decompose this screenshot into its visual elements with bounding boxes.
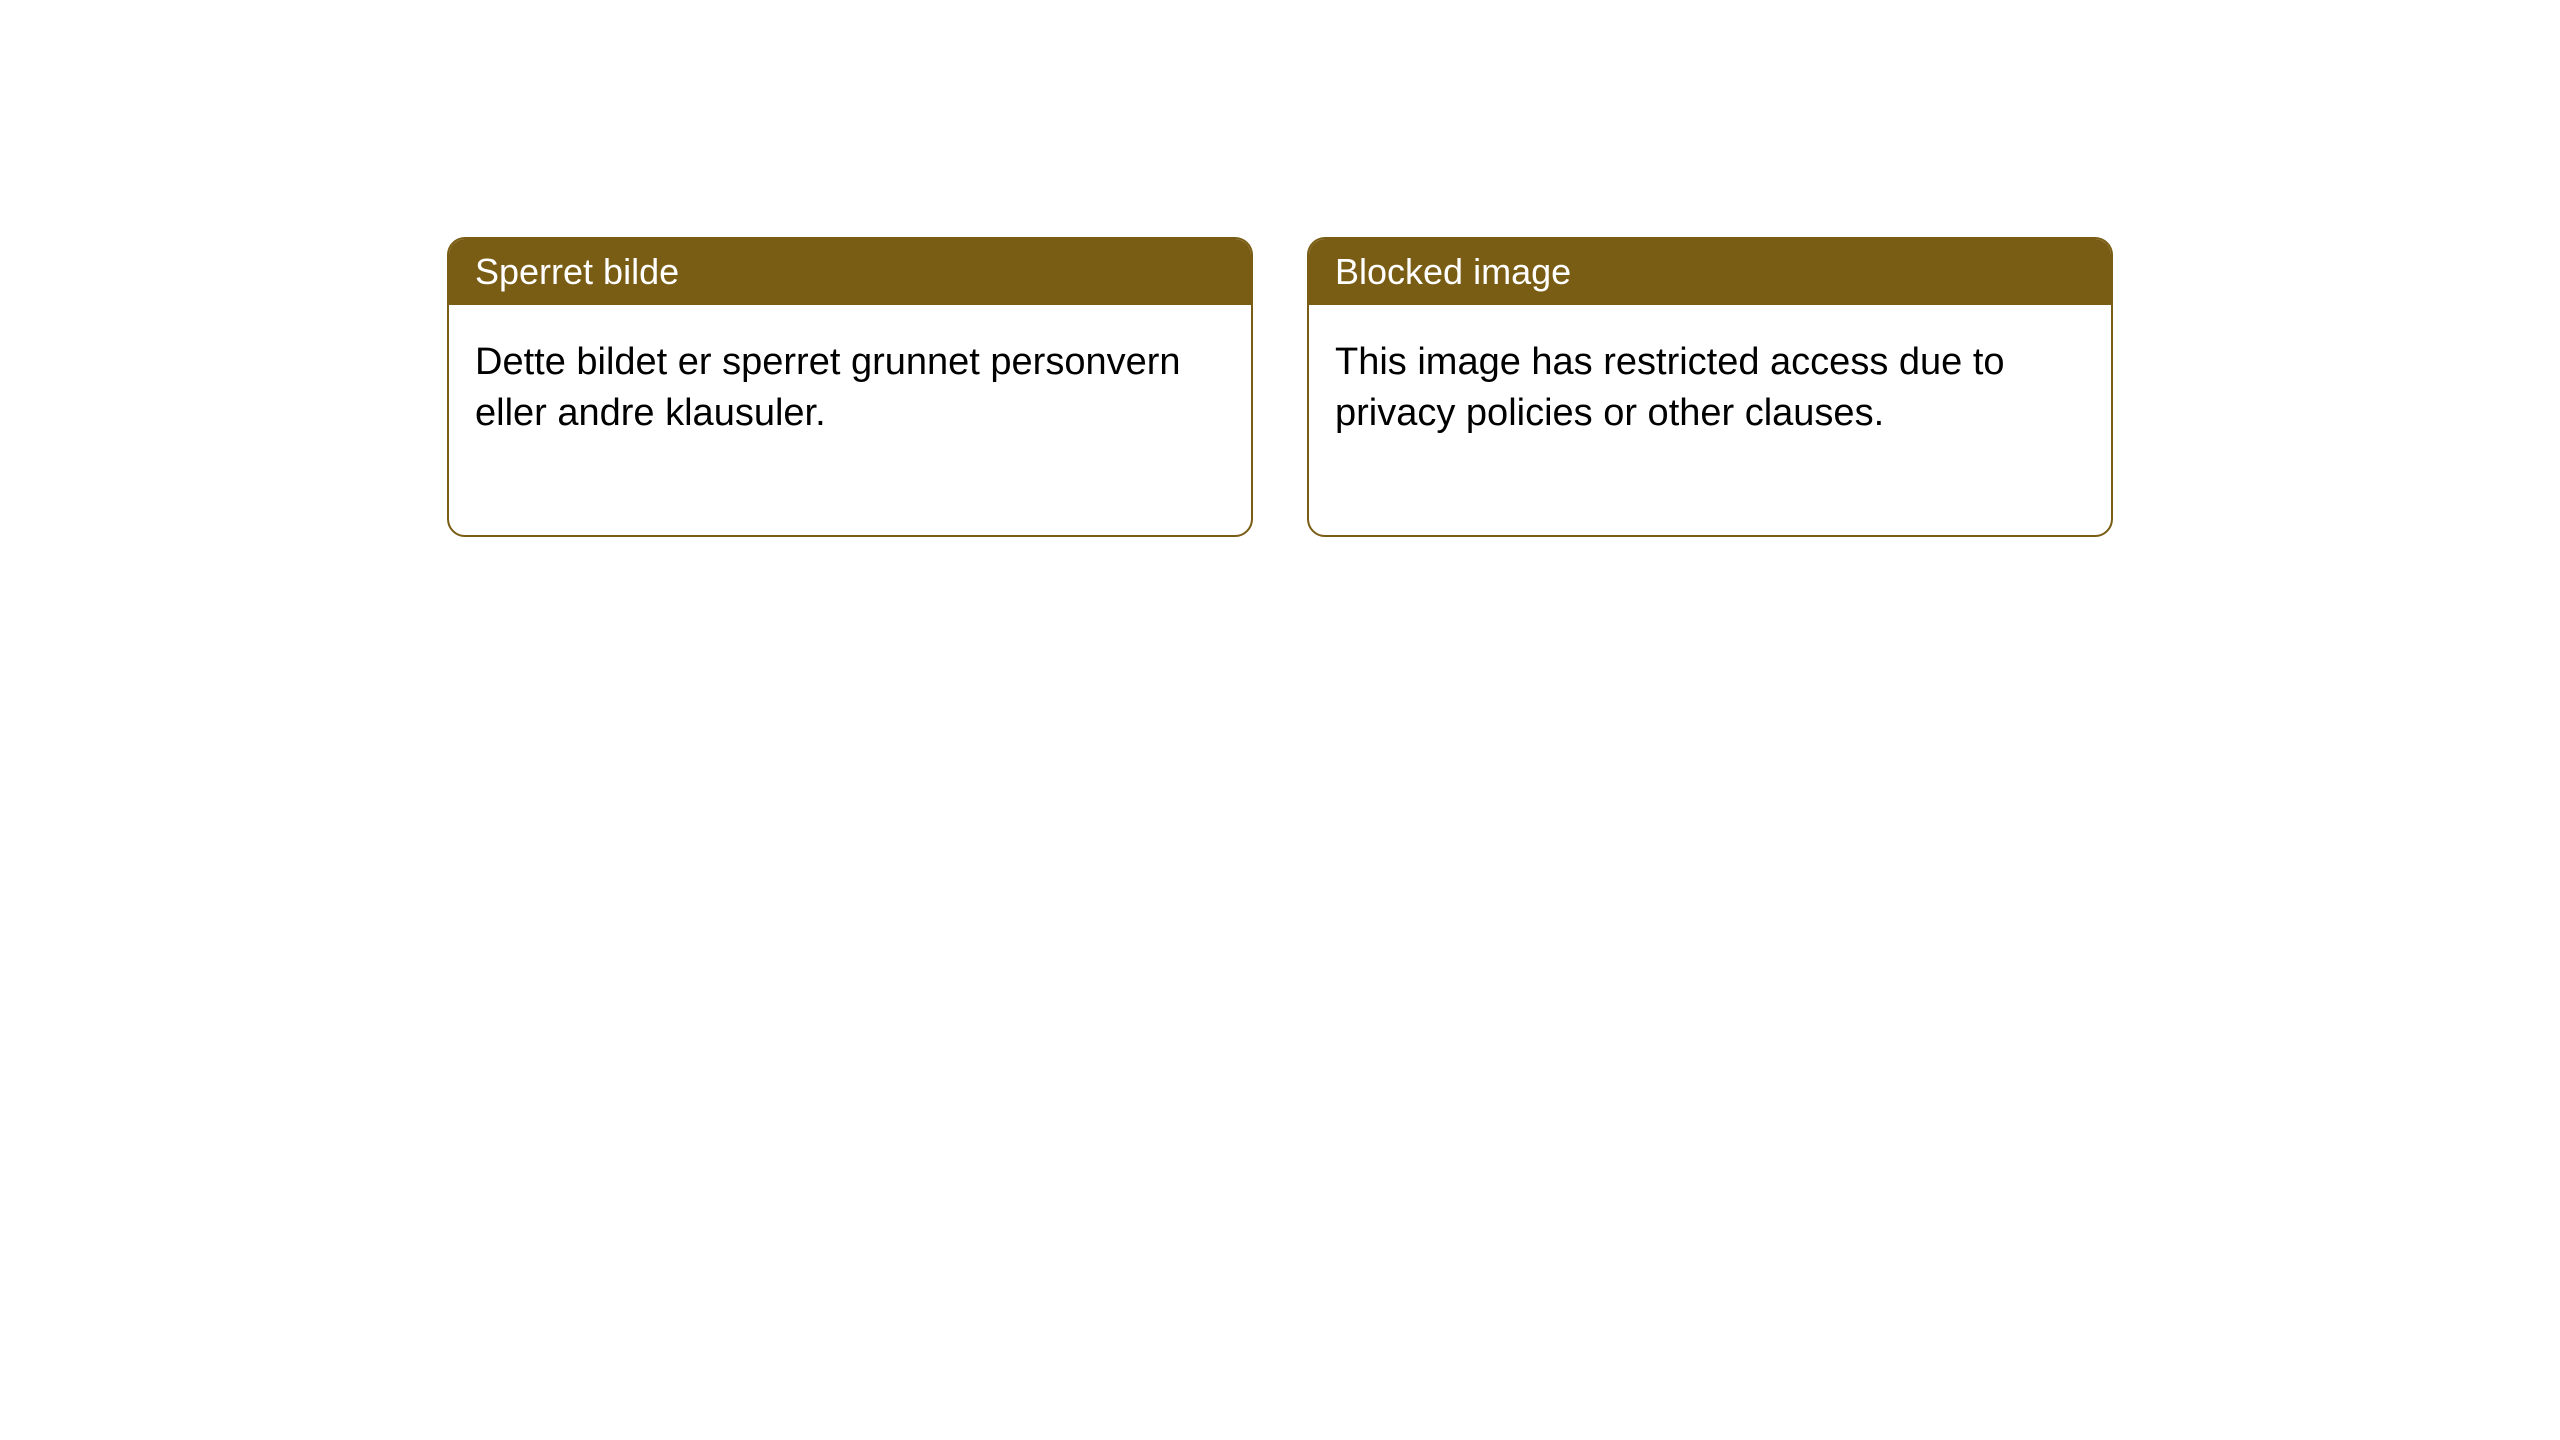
blocked-image-card-english: Blocked image This image has restricted … <box>1307 237 2113 537</box>
card-header: Sperret bilde <box>449 239 1251 305</box>
card-header: Blocked image <box>1309 239 2111 305</box>
card-title: Blocked image <box>1335 251 1571 292</box>
card-body: Dette bildet er sperret grunnet personve… <box>449 305 1251 535</box>
card-body-text: This image has restricted access due to … <box>1335 341 2005 434</box>
notice-cards-container: Sperret bilde Dette bildet er sperret gr… <box>447 237 2113 537</box>
blocked-image-card-norwegian: Sperret bilde Dette bildet er sperret gr… <box>447 237 1253 537</box>
card-body: This image has restricted access due to … <box>1309 305 2111 535</box>
card-body-text: Dette bildet er sperret grunnet personve… <box>475 341 1181 434</box>
card-title: Sperret bilde <box>475 251 679 292</box>
